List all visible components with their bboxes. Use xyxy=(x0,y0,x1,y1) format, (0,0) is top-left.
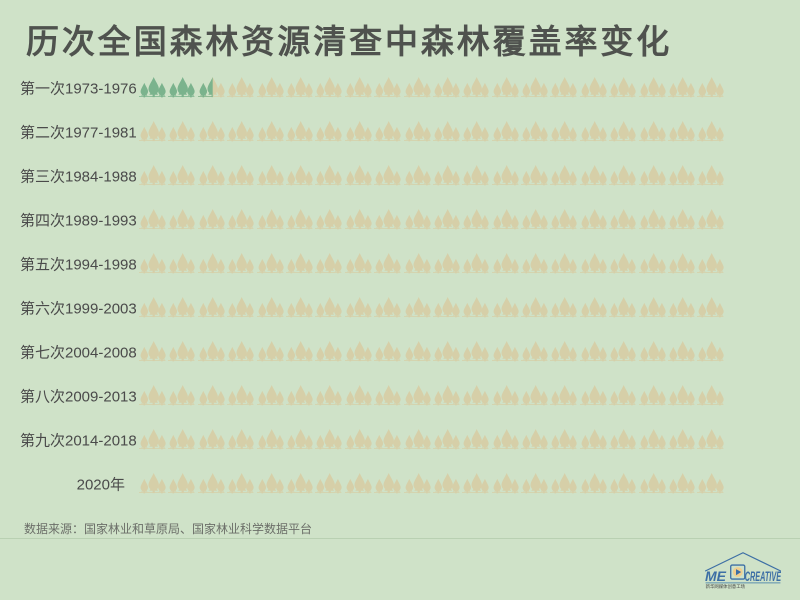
svg-text:ME: ME xyxy=(705,568,727,584)
svg-text:新华网媒体创意工场: 新华网媒体创意工场 xyxy=(706,583,746,589)
